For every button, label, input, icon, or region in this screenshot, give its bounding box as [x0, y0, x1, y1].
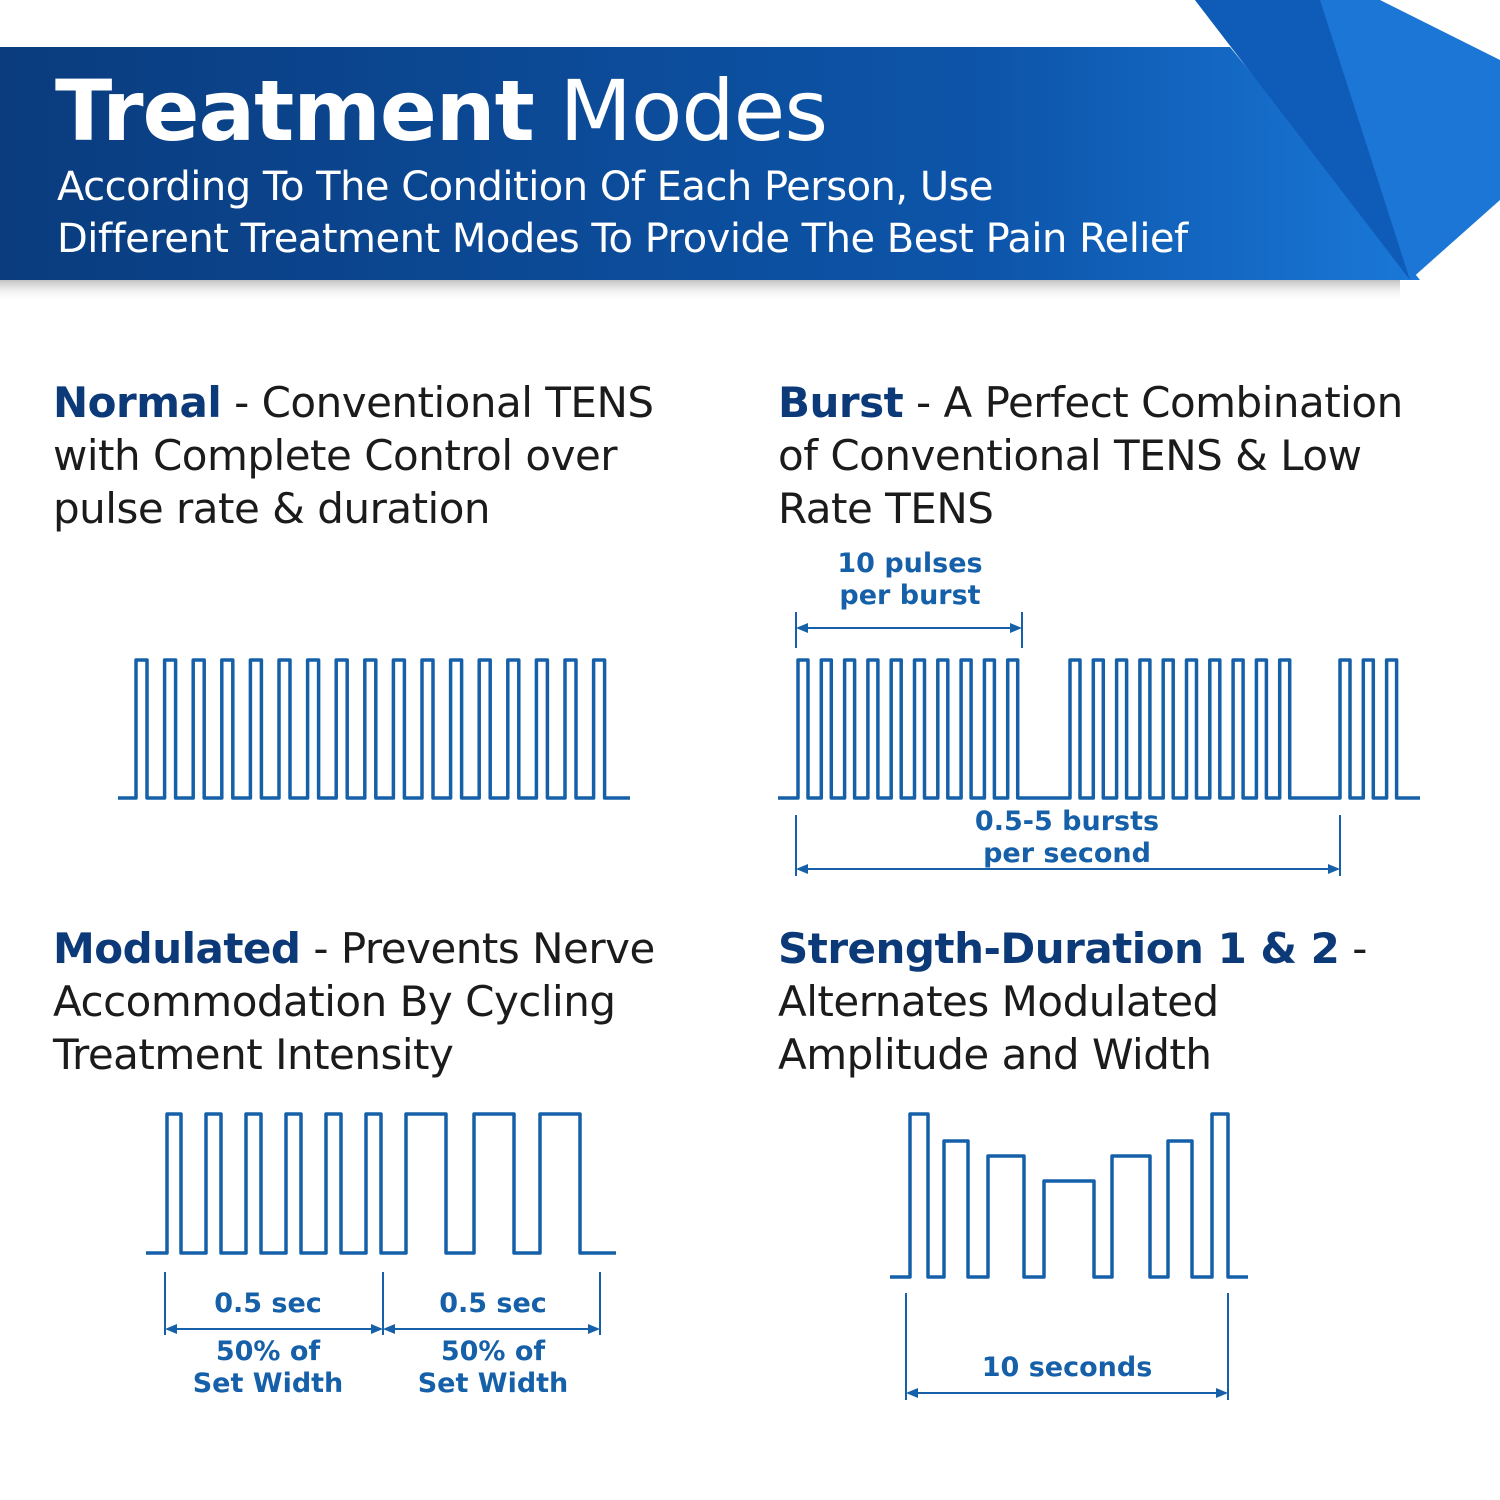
- modulated-right-time-label: 0.5 sec: [439, 1288, 547, 1319]
- mode-strength-duration-text: Strength-Duration 1 & 2 - Alternates Mod…: [778, 924, 1367, 1079]
- burst-pulses-dimension-arrow-left: [796, 623, 808, 633]
- modulated-waveform: [146, 1112, 616, 1255]
- burst-pulses-dimension-arrow-right: [1010, 623, 1022, 633]
- strength-duration-dimension-arrow-left: [906, 1388, 918, 1398]
- modulated-left-width-label: 50% of Set Width: [192, 1336, 344, 1399]
- header-banner: [0, 0, 1500, 302]
- mode-modulated-text: Modulated - Prevents Nerve Accommodation…: [53, 924, 655, 1079]
- subtitle-line-2: Different Treatment Modes To Provide The…: [57, 216, 1188, 262]
- strength-duration-dimension-arrow-right: [1216, 1388, 1228, 1398]
- modulated-left-time-label: 0.5 sec: [214, 1288, 322, 1319]
- burst-rate-label: 0.5-5 bursts per second: [974, 806, 1160, 869]
- subtitle-line-1: According To The Condition Of Each Perso…: [57, 164, 994, 210]
- modulated-left-dimension-arrow-right: [371, 1324, 383, 1334]
- modulated-right-dimension-arrow-right: [588, 1324, 600, 1334]
- burst-waveform: [778, 658, 1420, 800]
- burst-rate-dimension-arrow-left: [796, 864, 808, 874]
- modulated-left-dimension-arrow-left: [165, 1324, 177, 1334]
- page-title: Treatment Modes: [55, 62, 828, 160]
- normal-waveform: [118, 658, 630, 800]
- strength-duration-label: 10 seconds: [981, 1352, 1153, 1383]
- mode-burst-text: Burst - A Perfect Combination of Convent…: [778, 378, 1403, 533]
- strength-duration-waveform: [890, 1112, 1248, 1279]
- modulated-right-width-label: 50% of Set Width: [417, 1336, 569, 1399]
- burst-pulses-label: 10 pulses per burst: [837, 548, 983, 611]
- burst-rate-dimension-arrow-right: [1328, 864, 1340, 874]
- modulated-right-dimension-arrow-left: [383, 1324, 395, 1334]
- mode-normal-text: Normal - Conventional TENS with Complete…: [53, 378, 654, 533]
